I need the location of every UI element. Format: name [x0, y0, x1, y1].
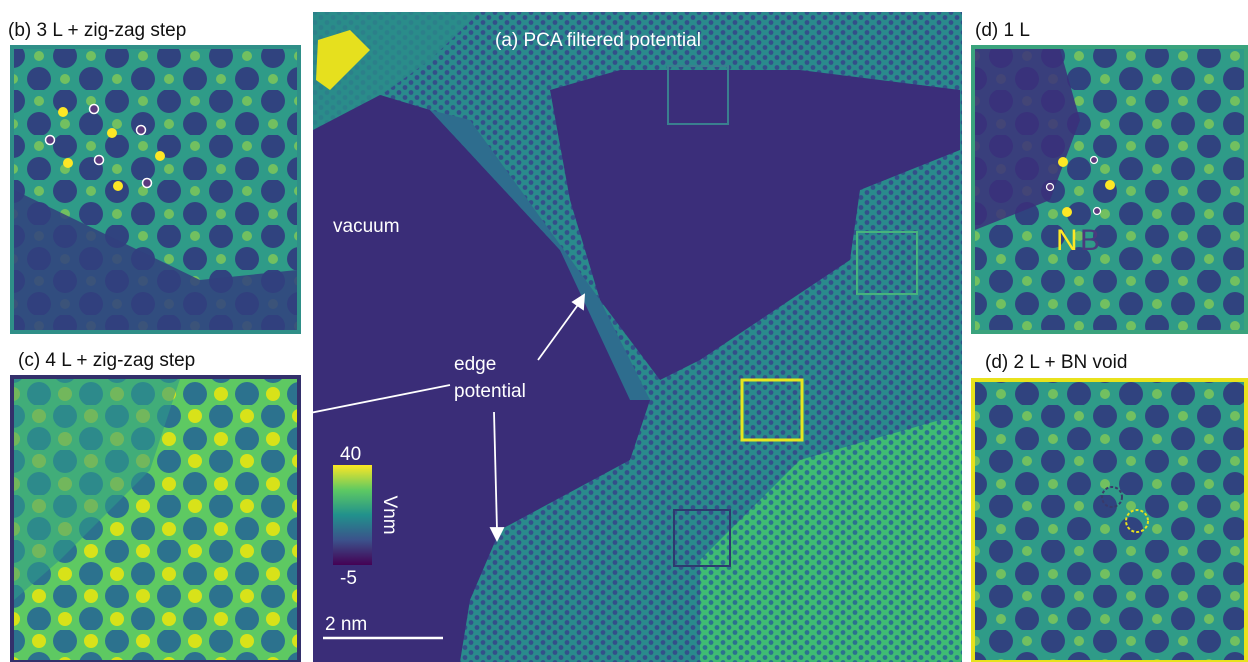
scale-label: 2 nm	[325, 614, 367, 635]
panel-b: (b) 3 L + zig-zag step	[8, 20, 299, 332]
colorbar	[333, 465, 372, 565]
colorbar-min: -5	[340, 568, 357, 589]
annotation: edge	[454, 354, 496, 375]
panel-title: (d) 2 L + BN void	[985, 352, 1127, 373]
colorbar-max: 40	[340, 444, 361, 465]
atom-label: B	[1080, 224, 1100, 257]
image	[973, 380, 1246, 662]
figure: (a) PCA filtered potential vacuum edge p…	[0, 0, 1248, 662]
region-label: vacuum	[333, 216, 400, 237]
colorbar-unit: Vnm	[379, 495, 400, 534]
panel-title: (b) 3 L + zig-zag step	[8, 20, 186, 41]
panel-title: (a) PCA filtered potential	[495, 30, 701, 51]
panel-d1: (d) 1 L N B	[973, 20, 1246, 332]
panel-title: (c) 4 L + zig-zag step	[18, 350, 195, 371]
panel-c: (c) 4 L + zig-zag step	[12, 350, 299, 662]
atom-label: N	[1056, 224, 1078, 257]
annotation: potential	[454, 381, 526, 402]
panel-title: (d) 1 L	[975, 20, 1030, 41]
panel-d2: (d) 2 L + BN void	[973, 352, 1246, 662]
panel-a: (a) PCA filtered potential vacuum edge p…	[195, 12, 962, 662]
